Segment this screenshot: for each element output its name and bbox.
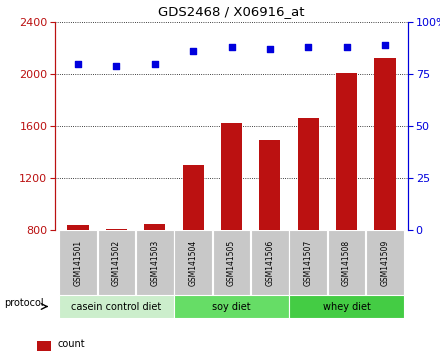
Bar	[336, 73, 357, 230]
Text: GSM141502: GSM141502	[112, 239, 121, 286]
Bar	[144, 223, 165, 230]
Bar	[251, 230, 289, 295]
Bar	[136, 230, 173, 295]
Bar	[174, 230, 212, 295]
Text: casein control diet: casein control diet	[71, 302, 161, 312]
Bar	[290, 295, 404, 318]
Bar	[366, 230, 404, 295]
Text: soy diet: soy diet	[212, 302, 251, 312]
Point	[151, 61, 158, 67]
Bar	[59, 230, 97, 295]
Bar	[59, 295, 173, 318]
Title: GDS2468 / X06916_at: GDS2468 / X06916_at	[158, 5, 305, 18]
Text: GSM141509: GSM141509	[381, 239, 389, 286]
Bar	[259, 140, 280, 230]
Text: GSM141505: GSM141505	[227, 239, 236, 286]
Text: whey diet: whey diet	[323, 302, 370, 312]
Text: protocol: protocol	[4, 298, 44, 308]
Point	[343, 44, 350, 50]
Bar	[374, 58, 396, 230]
Point	[305, 44, 312, 50]
Bar	[183, 165, 204, 230]
Text: count: count	[57, 339, 85, 349]
Bar	[67, 225, 88, 230]
Bar	[221, 124, 242, 230]
Bar	[174, 295, 289, 318]
Bar	[106, 229, 127, 230]
Bar	[328, 230, 365, 295]
Text: GSM141506: GSM141506	[265, 239, 275, 286]
Point	[113, 63, 120, 69]
Text: GSM141503: GSM141503	[150, 239, 159, 286]
Bar	[290, 230, 327, 295]
Point	[74, 61, 81, 67]
Point	[266, 46, 273, 52]
Point	[228, 44, 235, 50]
Text: GSM141501: GSM141501	[73, 239, 83, 286]
Bar	[213, 230, 250, 295]
Bar	[298, 118, 319, 230]
Text: GSM141507: GSM141507	[304, 239, 313, 286]
Text: GSM141508: GSM141508	[342, 239, 351, 286]
Text: GSM141504: GSM141504	[189, 239, 198, 286]
Point	[190, 48, 197, 54]
Bar	[98, 230, 135, 295]
Point	[381, 42, 389, 48]
